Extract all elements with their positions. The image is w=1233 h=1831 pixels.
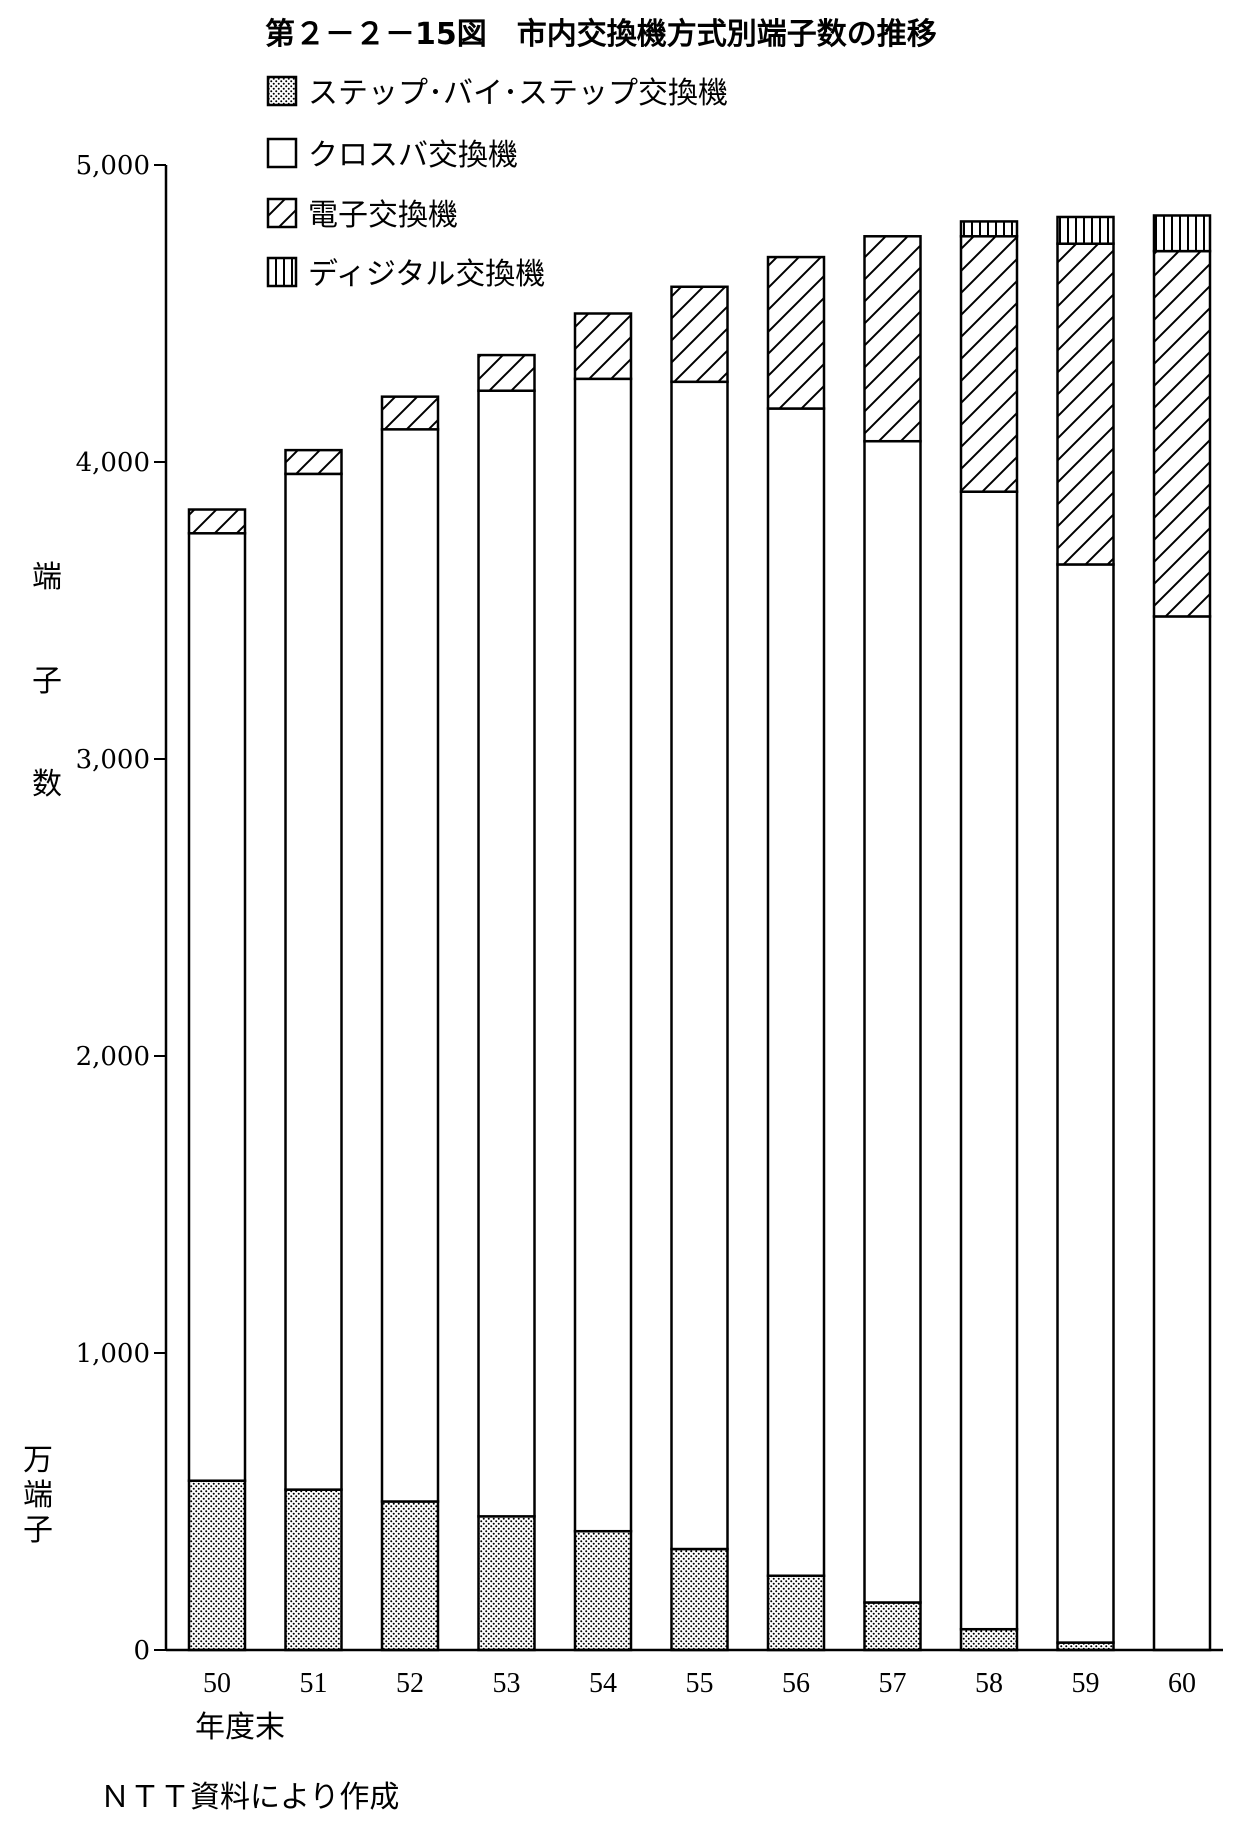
legend-swatch: [266, 197, 298, 229]
x-tick-label: 55: [686, 1668, 714, 1699]
legend-label: ステップ･バイ･ステップ交換機: [308, 76, 728, 111]
legend-label: 電子交換機: [308, 198, 458, 233]
x-tick-label: 52: [396, 1668, 424, 1699]
bar-segment-55-s2: [670, 285, 729, 384]
bar-segment-50-s2: [187, 508, 247, 535]
y-tick-label: 5,000: [76, 151, 150, 181]
bar-segment-53-s2: [477, 353, 536, 392]
bar-segment-60-s3: [1152, 214, 1212, 253]
source-note: ＮＴＴ資料により作成: [100, 1780, 399, 1815]
chart-title: 第２－２－15図 市内交換機方式別端子数の推移: [265, 17, 937, 52]
legend-label: クロスバ交換機: [308, 138, 518, 173]
bar-segment-60-s1: [1152, 615, 1212, 1652]
y-axis-title: 端 子 数: [32, 560, 62, 802]
legend-swatch: [266, 256, 298, 288]
bar-segment-56-s0: [766, 1574, 826, 1652]
bar-segment-59-s2: [1056, 242, 1115, 566]
x-tick-label: 54: [589, 1668, 617, 1699]
bar-segment-51-s2: [284, 448, 343, 476]
x-axis-title: 年度末: [195, 1710, 285, 1745]
legend-swatch: [266, 137, 298, 169]
x-tick-label: 60: [1168, 1668, 1196, 1699]
bar-segment-58-s2: [959, 235, 1019, 493]
y-axis-unit-char: 万: [23, 1443, 53, 1478]
bar-segment-60-s2: [1152, 249, 1212, 618]
y-axis-ticks: 0 1,000 2,000 3,000 4,000 5,000: [76, 151, 166, 1666]
x-tick-label: 57: [879, 1668, 907, 1699]
x-tick-label: 56: [782, 1668, 810, 1699]
y-axis-unit-char: 端: [23, 1478, 53, 1513]
bar-segment-59-s3: [1056, 215, 1115, 245]
y-axis-title-char: 子: [32, 664, 62, 699]
x-tick-label: 59: [1072, 1668, 1100, 1699]
bar-segment-58-s0: [959, 1627, 1019, 1652]
bar-segment-59-s1: [1056, 563, 1115, 1644]
y-tick-label: 3,000: [76, 745, 150, 775]
bar-segment-52-s2: [380, 395, 440, 431]
bar-segment-51-s1: [284, 472, 343, 1491]
bar-segment-54-s0: [573, 1529, 633, 1652]
bar-segment-56-s1: [766, 407, 826, 1577]
bar-segment-57-s0: [863, 1601, 922, 1652]
x-tick-label: 58: [975, 1668, 1003, 1699]
bar-segment-56-s2: [766, 255, 826, 410]
bar-segment-50-s0: [187, 1479, 247, 1652]
y-axis-title-char: 数: [32, 767, 62, 802]
bar-segment-50-s1: [187, 532, 247, 1482]
bar-segment-55-s1: [670, 380, 729, 1551]
bars: [187, 214, 1212, 1652]
y-tick-label: 2,000: [76, 1042, 150, 1072]
y-tick-label: 4,000: [76, 448, 150, 478]
y-axis-title-char: 端: [32, 560, 62, 595]
bar-segment-57-s2: [863, 235, 922, 443]
x-tick-label: 51: [300, 1668, 328, 1699]
x-axis-ticks: 50 51 52 53 54 55 56 57 58 59 60: [203, 1668, 1196, 1699]
bar-segment-57-s1: [863, 439, 922, 1604]
bar-segment-58-s1: [959, 490, 1019, 1631]
x-tick-label: 50: [203, 1668, 231, 1699]
y-tick-label: 1,000: [76, 1339, 150, 1369]
y-axis-unit-char: 子: [23, 1513, 53, 1548]
bar-segment-54-s1: [573, 377, 633, 1533]
bar-segment-54-s2: [573, 312, 633, 381]
x-tick-label: 53: [493, 1668, 521, 1699]
y-axis-unit: 万 端 子: [23, 1443, 53, 1548]
bar-segment-55-s0: [670, 1547, 729, 1652]
bar-segment-52-s0: [380, 1500, 440, 1652]
bar-segment-52-s1: [380, 428, 440, 1503]
bar-segment-51-s0: [284, 1488, 343, 1652]
legend-label: ディジタル交換機: [308, 257, 545, 292]
bar-segment-58-s3: [959, 220, 1019, 238]
legend-swatch: [266, 75, 298, 107]
y-tick-label: 0: [133, 1636, 150, 1666]
bar-segment-53-s0: [477, 1515, 536, 1652]
bar-segment-53-s1: [477, 389, 536, 1518]
